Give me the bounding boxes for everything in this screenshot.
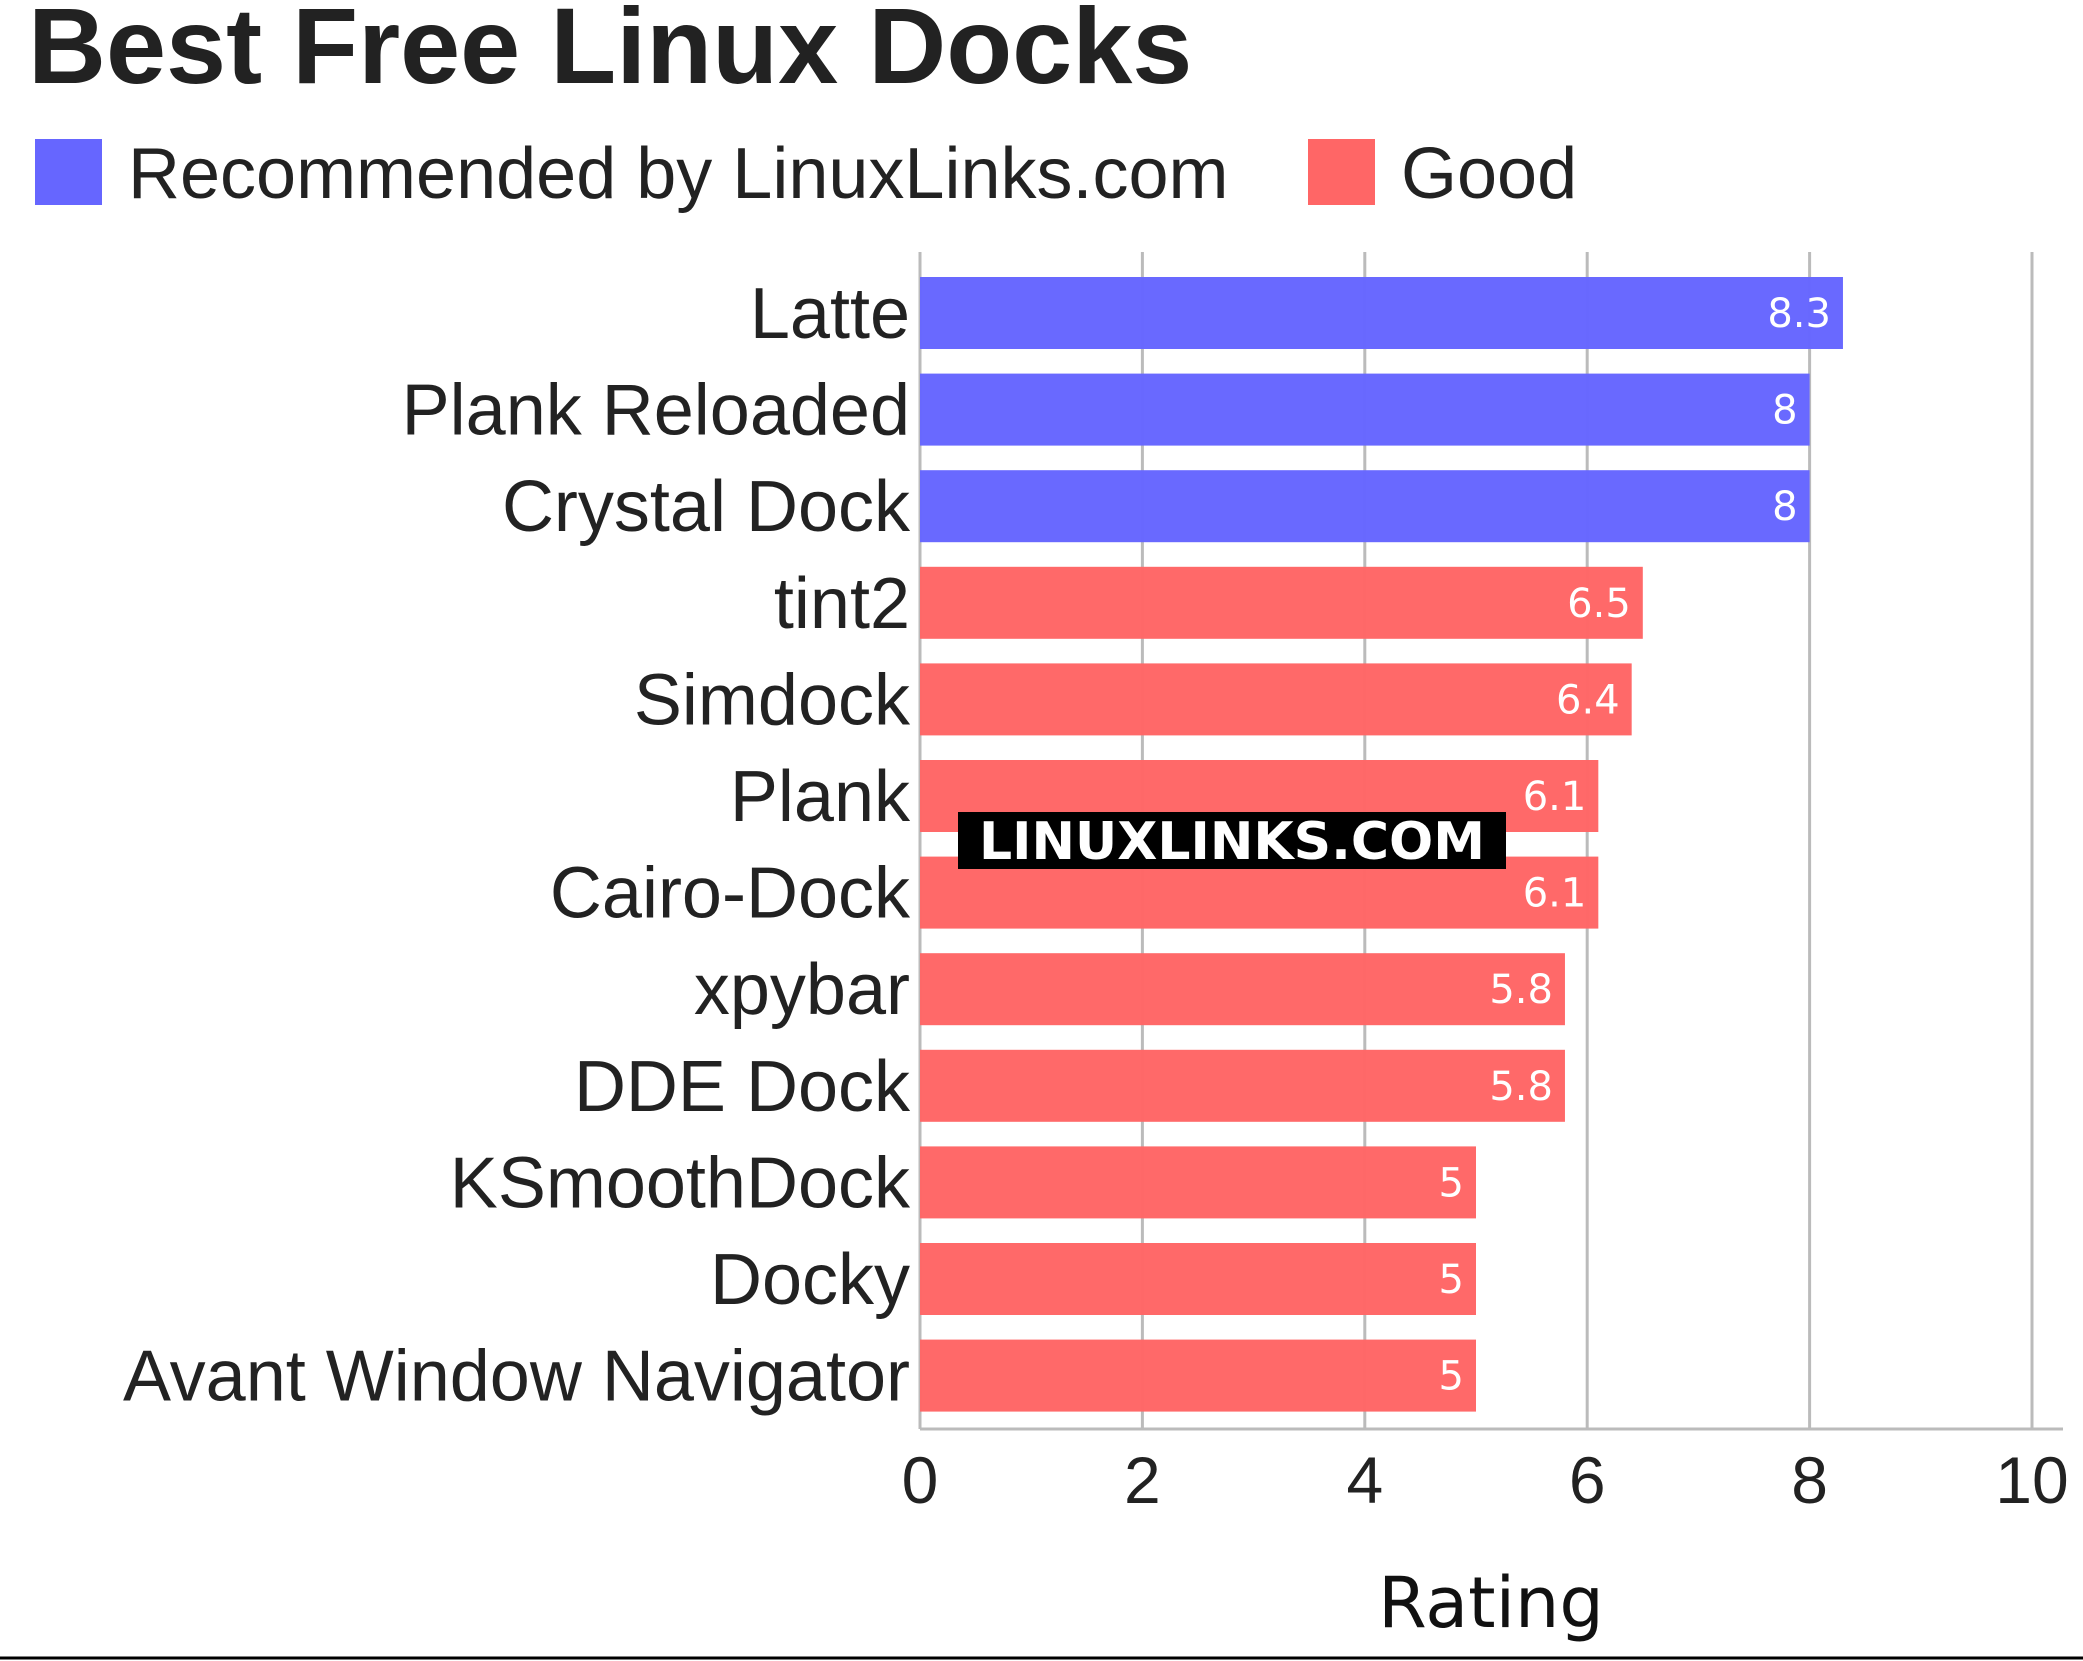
bar bbox=[920, 470, 1810, 543]
bar bbox=[920, 277, 1843, 349]
bar-value-label: 6.5 bbox=[1567, 581, 1631, 627]
legend-label-good: Good bbox=[1401, 134, 1577, 214]
legend: Recommended by LinuxLinks.com Good bbox=[35, 134, 1577, 214]
bar-value-label: 5 bbox=[1439, 1160, 1464, 1206]
bar-value-label: 8 bbox=[1772, 388, 1797, 434]
y-category-label: Plank Reloaded bbox=[402, 371, 910, 451]
legend-swatch-good bbox=[1308, 139, 1375, 205]
bar bbox=[920, 953, 1565, 1026]
legend-swatch-recommended bbox=[35, 139, 102, 205]
bar-value-label: 6.4 bbox=[1556, 677, 1620, 723]
x-axis-title: Rating bbox=[1378, 1562, 1604, 1644]
y-category-label: Avant Window Navigator bbox=[123, 1337, 910, 1417]
x-tick-label: 10 bbox=[1995, 1443, 2068, 1517]
x-tick-label: 8 bbox=[1791, 1443, 1828, 1517]
watermark-background bbox=[958, 812, 1506, 869]
bar-value-label: 6.1 bbox=[1523, 774, 1587, 820]
bar-value-label: 5.8 bbox=[1489, 1064, 1553, 1110]
x-tick-label: 2 bbox=[1124, 1443, 1161, 1517]
bar-value-label: 8 bbox=[1772, 484, 1797, 530]
bar-value-label: 5 bbox=[1439, 1354, 1464, 1400]
y-category-label: Latte bbox=[750, 274, 910, 354]
watermark: LINUXLINKS.COM bbox=[958, 812, 1506, 872]
bar-value-label: 8.3 bbox=[1767, 291, 1831, 337]
y-category-label: DDE Dock bbox=[574, 1047, 911, 1127]
x-tick-label: 0 bbox=[902, 1443, 939, 1517]
x-tick-label: 4 bbox=[1346, 1443, 1383, 1517]
bar-value-label: 5.8 bbox=[1489, 967, 1553, 1013]
legend-label-recommended: Recommended by LinuxLinks.com bbox=[128, 134, 1229, 214]
bar bbox=[920, 566, 1643, 639]
bar bbox=[920, 663, 1632, 736]
bar-value-label: 6.1 bbox=[1523, 871, 1587, 917]
y-category-label: Docky bbox=[710, 1240, 910, 1320]
bar bbox=[920, 1243, 1476, 1315]
bar bbox=[920, 1146, 1476, 1219]
y-category-label: Simdock bbox=[634, 660, 911, 740]
bar bbox=[920, 1049, 1565, 1122]
chart-title: Best Free Linux Docks bbox=[28, 0, 1192, 106]
x-axis: 0 2 4 6 8 10 bbox=[902, 1427, 2069, 1517]
y-category-label: KSmoothDock bbox=[450, 1143, 911, 1223]
bar bbox=[920, 1339, 1476, 1412]
x-tick-label: 6 bbox=[1569, 1443, 1606, 1517]
y-category-label: tint2 bbox=[774, 564, 910, 644]
bar bbox=[920, 373, 1810, 446]
y-category-label: Crystal Dock bbox=[502, 467, 911, 547]
y-category-label: Plank bbox=[730, 757, 911, 837]
watermark-text: LINUXLINKS.COM bbox=[979, 812, 1485, 872]
y-category-label: xpybar bbox=[694, 950, 910, 1030]
y-category-label: Cairo-Dock bbox=[550, 854, 911, 934]
bar-value-label: 5 bbox=[1439, 1257, 1464, 1303]
